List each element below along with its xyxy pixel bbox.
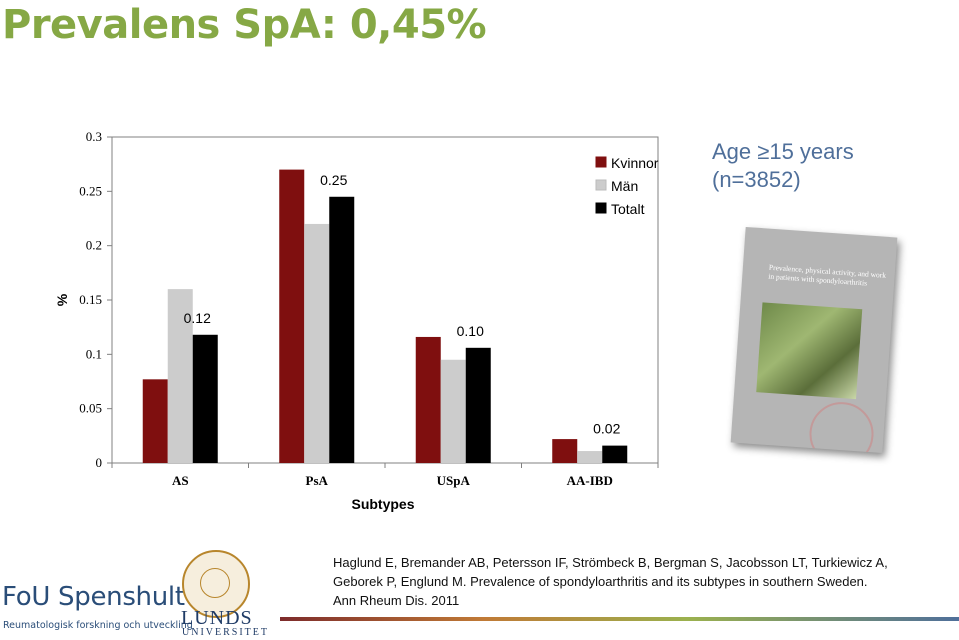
bar-m-n-as	[167, 289, 193, 463]
bar-totalt-psa	[329, 196, 355, 463]
y-axis-ticks: 0 0.05 0.1 0.15 0.2 0.25 0.3	[79, 129, 112, 470]
slide-title: Prevalens SpA: 0,45%	[2, 2, 487, 48]
lund-university-seal-icon	[182, 550, 250, 618]
age-note-line2: (n=3852)	[712, 167, 801, 192]
age-note: Age ≥15 years (n=3852)	[712, 138, 912, 194]
x-category-label: PsA	[306, 473, 329, 488]
data-labels: 0.12 0.25 0.10 0.02	[184, 172, 621, 437]
bottom-color-bar	[280, 617, 959, 621]
legend-swatch	[595, 156, 607, 168]
data-label: 0.12	[184, 310, 211, 326]
legend-label: Totalt	[611, 201, 645, 217]
data-label: 0.02	[593, 421, 620, 437]
bar-m-n-psa	[304, 223, 330, 463]
citation-line3: Ann Rheum Dis. 2011	[333, 593, 460, 608]
thesis-cover-seal	[807, 399, 876, 454]
bars	[142, 169, 628, 463]
x-category-label: AS	[172, 473, 189, 488]
y-tick-label: 0.05	[79, 401, 102, 416]
bar-totalt-uspa	[465, 347, 491, 463]
y-tick-label: 0.2	[86, 238, 102, 253]
legend: Kvinnor Män Totalt	[595, 155, 659, 217]
thesis-cover-title: Prevalence, physical activity, and work …	[768, 263, 889, 289]
fou-spenshult-tagline: Reumatologisk forskning och utveckling	[3, 620, 193, 631]
lund-university-logo: LUNDS	[181, 607, 253, 629]
x-axis-category-labels: AS PsA USpA AA-IBD	[111, 463, 659, 488]
legend-swatch	[595, 202, 607, 214]
data-label: 0.25	[320, 172, 347, 188]
y-tick-label: 0	[96, 455, 103, 470]
bar-kvinnor-psa	[279, 169, 305, 463]
y-tick-label: 0.1	[86, 346, 102, 361]
data-label: 0.10	[457, 323, 484, 339]
bar-m-n-aa-ibd	[577, 451, 603, 463]
lund-university-subtitle: UNIVERSITET	[182, 627, 269, 638]
y-tick-label: 0.3	[86, 129, 102, 144]
thesis-cover-image: Prevalence, physical activity, and work …	[730, 226, 898, 454]
thesis-cover-photo	[756, 302, 863, 400]
bar-totalt-aa-ibd	[602, 445, 628, 463]
x-category-label: USpA	[437, 473, 471, 488]
legend-label: Kvinnor	[611, 155, 659, 171]
x-category-label: AA-IBD	[567, 473, 613, 488]
fou-spenshult-logo: FoU Spenshult	[2, 582, 185, 612]
citation-line1: Haglund E, Bremander AB, Petersson IF, S…	[333, 555, 888, 570]
y-tick-label: 0.25	[79, 183, 102, 198]
y-axis-label: %	[54, 293, 70, 306]
citation: Haglund E, Bremander AB, Petersson IF, S…	[333, 553, 933, 610]
bar-kvinnor-as	[142, 379, 168, 463]
bar-m-n-uspa	[440, 359, 466, 463]
x-axis-label: Subtypes	[351, 496, 414, 512]
bar-totalt-as	[192, 334, 218, 463]
age-note-line1: Age ≥15 years	[712, 139, 854, 164]
legend-swatch	[595, 179, 607, 191]
legend-label: Män	[611, 178, 638, 194]
bar-kvinnor-uspa	[415, 336, 441, 463]
bar-kvinnor-aa-ibd	[552, 439, 578, 463]
y-tick-label: 0.15	[79, 292, 102, 307]
citation-line2: Geborek P, Englund M. Prevalence of spon…	[333, 574, 868, 589]
